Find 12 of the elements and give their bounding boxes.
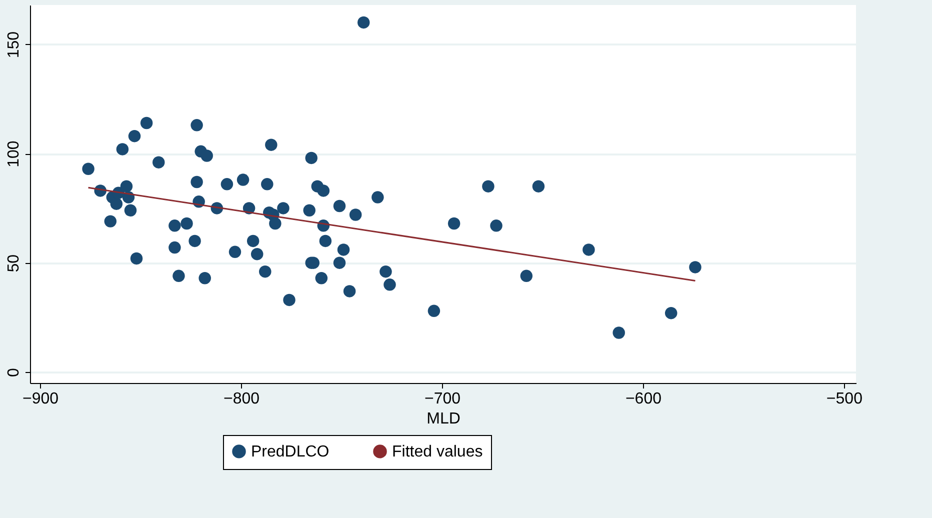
x-tick-label: −800	[224, 390, 260, 408]
x-tick-label: −500	[826, 390, 863, 408]
y-tick-label: 150	[6, 31, 22, 58]
y-tick-label: 100	[6, 140, 22, 168]
x-tick-label: −900	[22, 390, 59, 408]
y-tick-label: 50	[6, 254, 22, 272]
x-axis-title: MLD	[426, 410, 460, 428]
x-tick-label: −600	[625, 390, 662, 408]
legend-label: PredDLCO	[251, 443, 330, 460]
y-tick-label: 0	[6, 368, 22, 378]
legend-label: Fitted values	[392, 443, 483, 460]
x-tick-label: −700	[424, 390, 461, 408]
